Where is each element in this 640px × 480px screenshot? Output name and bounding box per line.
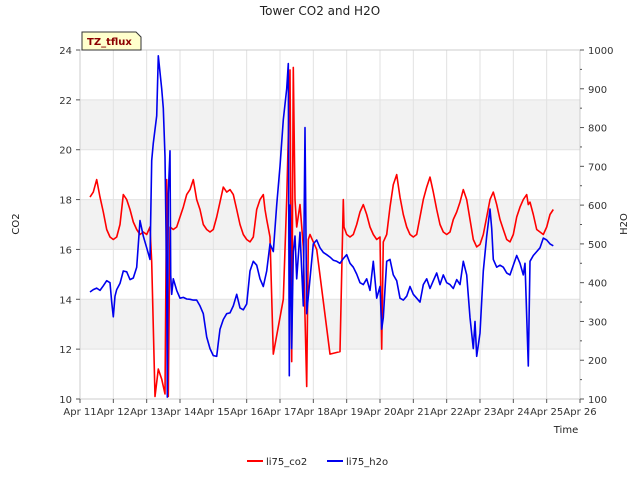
y-right-tick-label: 400 <box>588 279 607 290</box>
y-left-tick-label: 14 <box>59 295 72 306</box>
y-left-tick-label: 16 <box>59 245 72 256</box>
legend: li75_co2 li75_h2o <box>247 457 388 468</box>
x-tick-label: Apr 24 <box>497 407 530 418</box>
y-left-tick-label: 22 <box>59 96 72 107</box>
x-tick-label: Apr 22 <box>430 407 463 418</box>
y-left-tick-label: 20 <box>59 146 72 157</box>
x-axis: Apr 11 Apr 12 Apr 13 Apr 14 Apr 15 Apr 16 Apr … <box>63 399 597 418</box>
x-tick-label: Apr 20 <box>363 407 396 418</box>
x-tick-label: Apr 21 <box>397 407 430 418</box>
background-bands <box>80 99 580 350</box>
y-left-tick-label: 10 <box>59 395 72 406</box>
y-axis-title-left: CO2 <box>11 213 22 234</box>
band-shade <box>80 199 580 250</box>
series-line-li75_h2o <box>89 55 554 398</box>
y-left-tick-label: 12 <box>59 345 72 356</box>
y-right-tick-label: 800 <box>588 124 607 135</box>
x-tick-label: Apr 17 <box>263 407 296 418</box>
x-tick-label: Apr 11 <box>63 407 96 418</box>
y-right-tick-label: 500 <box>588 240 607 251</box>
x-axis-title: Time <box>553 425 578 436</box>
x-tick-label: Apr 19 <box>330 407 363 418</box>
x-tick-label: Apr 18 <box>297 407 330 418</box>
y-left-tick-label: 24 <box>59 46 72 57</box>
x-tick-label: Apr 13 <box>130 407 163 418</box>
x-tick-label: Apr 12 <box>97 407 130 418</box>
y-right-tick-label: 300 <box>588 317 607 328</box>
y-left-tick-label: 18 <box>59 196 72 207</box>
site-badge-box <box>81 31 142 51</box>
site-badge: TZ_tflux <box>81 31 142 51</box>
y-right-tick-label: 600 <box>588 201 607 212</box>
legend-label-co2: li75_co2 <box>266 457 307 468</box>
y-right-tick-label: 1000 <box>588 46 613 57</box>
y-right-tick-label: 700 <box>588 162 607 173</box>
x-tick-label: Apr 14 <box>163 407 196 418</box>
x-tick-label: Apr 26 <box>563 407 596 418</box>
y-axis-left: 10 12 14 16 18 20 22 24 <box>59 46 80 406</box>
y-axis-right: 100 200 300 400 500 600 700 800 900 1000 <box>580 46 613 406</box>
x-tick-label: Apr 16 <box>230 407 263 418</box>
legend-label-h2o: li75_h2o <box>346 457 388 468</box>
x-tick-label: Apr 25 <box>530 407 563 418</box>
band-shade <box>80 299 580 350</box>
chart-title: Tower CO2 and H2O <box>259 4 380 18</box>
y-right-tick-label: 200 <box>588 356 607 367</box>
y-axis-title-right: H2O <box>619 213 630 235</box>
series-line-li75_co2 <box>89 66 554 398</box>
y-right-tick-label: 100 <box>588 395 607 406</box>
series-layer <box>89 55 554 398</box>
site-badge-label: TZ_tflux <box>87 37 132 48</box>
x-tick-label: Apr 23 <box>463 407 496 418</box>
y-right-tick-label: 900 <box>588 85 607 96</box>
x-tick-label: Apr 15 <box>197 407 230 418</box>
